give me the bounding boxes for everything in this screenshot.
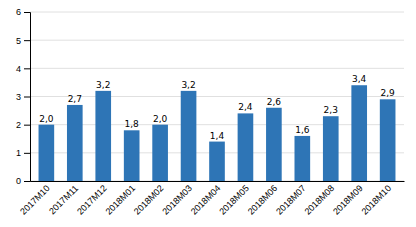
y-tick: 4 (16, 64, 30, 74)
x-tick-label: 2018M06 (246, 183, 280, 217)
y-axis: 0 1 2 3 4 5 6 (16, 7, 31, 186)
bar (95, 91, 111, 181)
x-tick: 2018M03 (160, 183, 194, 217)
grid-line (30, 124, 404, 125)
y-tick: 5 (16, 36, 30, 46)
y-tick-mark (24, 12, 30, 13)
x-tick: 2017M12 (75, 183, 109, 217)
x-tick-label: 2018M01 (104, 183, 138, 217)
x-tick-label: 2018M04 (189, 183, 223, 217)
data-label: 2,9 (380, 88, 395, 98)
x-tick-label: 2017M12 (75, 183, 109, 217)
x-tick: 2018M08 (303, 183, 337, 217)
x-tick: 2018M02 (132, 183, 166, 217)
y-tick: 6 (16, 7, 30, 17)
y-axis-line (24, 13, 31, 182)
y-tick-mark (24, 153, 30, 154)
plot: 01234562017M102017M112017M122018M012018M… (16, 7, 405, 216)
bar (152, 125, 168, 181)
x-tick: 2018M10 (359, 183, 393, 217)
bar (181, 91, 197, 181)
bar (323, 116, 339, 181)
x-tick-label: 2018M09 (331, 183, 365, 217)
x-tick-label: 2017M11 (47, 183, 80, 216)
grid-line (30, 12, 404, 13)
data-label: 2,4 (238, 102, 253, 112)
x-axis: 2017M102017M112017M122018M012018M022018M… (18, 182, 404, 217)
data-label: 1,8 (125, 119, 140, 129)
x-axis-line (31, 181, 405, 182)
y-tick-label: 0 (16, 176, 21, 186)
y-tick: 1 (16, 148, 30, 158)
y-tick-mark (24, 125, 30, 126)
bar (209, 142, 225, 181)
chart: 01234562017M102017M112017M122018M012018M… (0, 0, 416, 227)
x-tick: 2018M06 (246, 183, 280, 217)
x-tick: 2018M01 (104, 183, 138, 217)
bar (380, 99, 396, 181)
data-label: 1,4 (210, 131, 225, 141)
data-label: 2,3 (324, 105, 338, 115)
x-tick-label: 2018M10 (359, 183, 393, 217)
grid-line (30, 40, 404, 41)
bar (39, 125, 55, 181)
grid-line (30, 96, 404, 97)
x-tick: 2017M10 (18, 183, 52, 217)
data-labels: 2,0 2,7 3,2 1,8 2,0 3,2 1,4 2,4 2,6 1,6 2,3 3,4 2,9 (39, 74, 395, 140)
data-label: 3,2 (96, 80, 110, 90)
data-label: 2,0 (39, 114, 54, 124)
data-label: 1,6 (295, 125, 310, 135)
bars (39, 85, 396, 181)
y-tick-mark (24, 40, 30, 41)
x-tick: 2017M11 (47, 183, 80, 216)
grid (30, 12, 404, 181)
data-label: 3,2 (181, 80, 195, 90)
bar (238, 113, 254, 181)
y-tick: 2 (16, 120, 30, 130)
x-tick-label: 2018M02 (132, 183, 166, 217)
x-tick-label: 2017M10 (18, 183, 52, 217)
x-tick-label: 2018M07 (274, 183, 308, 217)
data-label: 2,0 (153, 114, 168, 124)
x-tick: 2018M09 (331, 183, 365, 217)
x-tick-label: 2018M03 (160, 183, 194, 217)
y-tick: 0 (16, 176, 30, 186)
bar (67, 105, 83, 181)
y-tick-label: 6 (16, 7, 21, 17)
bar (351, 85, 367, 181)
y-tick-mark (24, 68, 30, 69)
y-tick-mark (24, 97, 30, 98)
y-tick-label: 1 (16, 148, 21, 158)
grid-line (30, 68, 404, 69)
x-tick-label: 2018M08 (303, 183, 337, 217)
y-tick-label: 2 (16, 120, 21, 130)
data-label: 3,4 (352, 74, 367, 84)
y-tick-label: 3 (16, 92, 21, 102)
bar (124, 130, 140, 181)
x-tick: 2018M07 (274, 183, 308, 217)
y-tick-mark (24, 181, 30, 182)
x-tick: 2018M04 (189, 183, 223, 217)
y-tick-label: 5 (16, 36, 21, 46)
bar (295, 136, 311, 181)
data-label: 2,6 (267, 97, 282, 107)
y-tick: 3 (16, 92, 30, 102)
bar (266, 108, 282, 181)
x-tick: 2018M05 (217, 183, 251, 217)
data-label: 2,7 (68, 94, 82, 104)
y-tick-label: 4 (16, 64, 21, 74)
x-tick-label: 2018M05 (217, 183, 251, 217)
